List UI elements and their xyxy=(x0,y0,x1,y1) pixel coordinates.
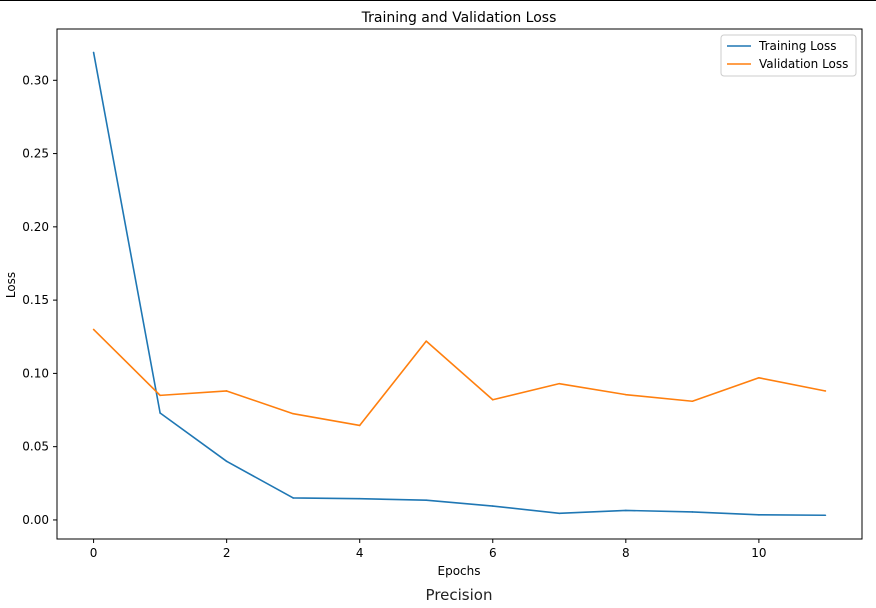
data-point xyxy=(425,340,428,342)
data-point xyxy=(225,390,228,392)
x-tick-label: 4 xyxy=(356,546,364,560)
data-point xyxy=(824,514,827,517)
top-border xyxy=(0,0,876,1)
figure-caption: Precision xyxy=(425,586,493,604)
data-point xyxy=(758,514,760,516)
data-point xyxy=(691,511,694,513)
legend: Training Loss Validation Loss xyxy=(720,34,857,77)
x-tick-label: 10 xyxy=(751,546,766,560)
data-point xyxy=(824,390,827,392)
y-tick-label: 0.30 xyxy=(22,73,49,87)
series-line-training-loss xyxy=(92,52,826,517)
y-tick-label: 0.00 xyxy=(22,513,49,527)
chart-title: Training and Validation Loss xyxy=(361,10,557,26)
data-point xyxy=(558,382,561,385)
data-point xyxy=(758,376,760,379)
data-point xyxy=(491,505,494,507)
data-point xyxy=(491,398,494,401)
line-chart-svg: 0 2 4 6 8 10 0.00 0.05 0.10 0.15 0.20 0.25 0.30 Trai… xyxy=(4,10,863,578)
data-point xyxy=(625,509,627,512)
legend-label: Training Loss xyxy=(758,39,836,53)
x-tick-label: 0 xyxy=(90,546,98,560)
x-tick-label: 8 xyxy=(622,546,630,560)
plot-frame xyxy=(56,28,863,540)
data-point xyxy=(625,393,627,396)
data-point xyxy=(558,512,561,515)
data-point xyxy=(92,51,95,54)
y-tick-label: 0.25 xyxy=(22,147,49,161)
y-axis-label: Loss xyxy=(4,272,18,298)
data-point xyxy=(92,328,95,331)
x-tick-label: 6 xyxy=(489,546,497,560)
data-point xyxy=(292,497,294,499)
data-point xyxy=(425,499,428,501)
series-line-validation-loss xyxy=(93,328,826,427)
ticks-layer: 0 2 4 6 8 10 0.00 0.05 0.10 0.15 0.20 0.25 0.30 xyxy=(22,73,766,560)
y-tick-label: 0.15 xyxy=(22,293,49,307)
data-point xyxy=(159,412,161,414)
legend-box xyxy=(720,34,857,77)
data-point xyxy=(225,460,228,463)
x-axis-label: Epochs xyxy=(438,564,481,578)
chart: 0 2 4 6 8 10 0.00 0.05 0.10 0.15 0.20 0.25 0.30 Trai… xyxy=(4,10,863,578)
y-tick-label: 0.05 xyxy=(22,440,49,454)
y-tick-label: 0.10 xyxy=(22,366,49,380)
x-tick-label: 2 xyxy=(223,546,231,560)
data-point xyxy=(292,412,294,415)
legend-label: Validation Loss xyxy=(759,57,848,71)
data-point xyxy=(358,497,361,500)
y-tick-label: 0.20 xyxy=(22,220,49,234)
data-point xyxy=(691,400,694,403)
data-point xyxy=(159,394,161,397)
data-point xyxy=(358,424,361,427)
plot-layer xyxy=(56,28,863,540)
